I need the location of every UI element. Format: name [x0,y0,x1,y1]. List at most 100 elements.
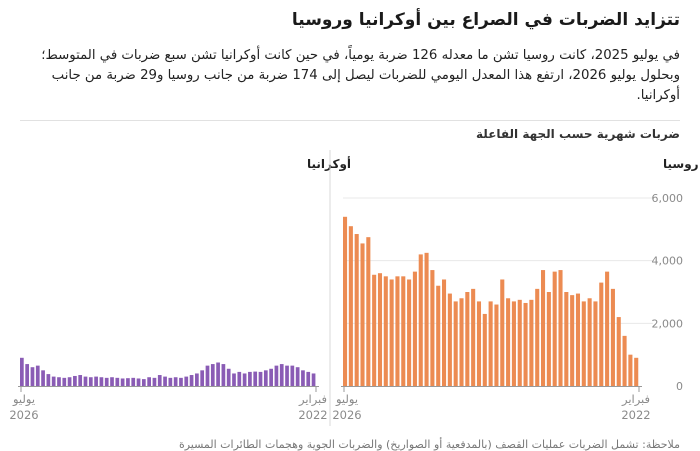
bar-russia [488,301,493,386]
bar-ukraine [221,364,226,386]
bar-russia [366,237,371,386]
bar-russia [558,270,563,386]
bar-russia [383,276,388,386]
bar-ukraine [147,377,151,386]
bar-ukraine [195,373,199,386]
bar-russia [575,293,581,386]
bar-russia [424,252,429,386]
x-start-year: 2026 [332,408,361,422]
bar-russia [465,292,470,386]
bar-ukraine [126,378,130,386]
bar-ukraine [20,357,24,386]
bar-russia [377,273,383,386]
bar-russia [407,279,412,386]
bar-ukraine [173,377,178,386]
bar-ukraine [263,370,268,386]
bar-russia [354,234,359,386]
bar-russia [529,299,534,386]
bar-ukraine [152,377,157,386]
bar-russia [395,276,400,386]
bar-ukraine [184,376,189,386]
bar-russia [471,288,476,386]
bar-ukraine [269,368,273,386]
bar-ukraine [285,365,289,386]
bar-russia [581,301,586,386]
bar-ukraine [136,378,141,386]
bar-ukraine [163,376,167,386]
bar-russia [535,288,540,386]
bar-russia [459,298,464,386]
bar-russia [500,279,505,386]
bar-ukraine [67,377,72,386]
footnote: ملاحظة: تشمل الضربات عمليات القصف (بالمد… [178,438,680,451]
bar-ukraine [78,375,83,386]
bar-russia [476,301,482,386]
chart-description: في يوليو 2025، كانت روسيا تشن ما معدله 1… [41,48,680,103]
bar-ukraine [237,371,242,386]
bar-russia [634,357,639,386]
panel-title-ukraine: أوكرانيا [307,156,351,172]
bar-ukraine [110,377,114,386]
section-label: ضربات شهرية حسب الجهة الفاعلة [476,127,680,141]
bar-russia [587,298,592,386]
bar-ukraine [35,365,40,386]
bar-ukraine [216,362,220,386]
bar-russia [541,270,546,386]
x-start-year: 2026 [9,408,38,422]
bar-ukraine [306,371,311,386]
bar-russia [546,292,551,386]
x-end-year: 2022 [298,408,327,422]
bar-ukraine [226,368,231,386]
bar-russia [610,288,615,386]
x-start-label: يوليو [335,392,358,407]
bar-ukraine [25,364,30,386]
panel-title-russia: روسيا [663,157,699,172]
bar-ukraine [295,367,300,386]
bar-ukraine [94,376,98,386]
divider [20,120,680,121]
x-end-label: فبراير [298,392,327,407]
y-tick-label: 0 [676,380,683,393]
bar-ukraine [290,365,295,386]
bar-ukraine [104,377,109,386]
bar-ukraine [200,370,205,386]
bar-russia [506,298,511,386]
bar-ukraine [205,365,210,386]
bar-russia [412,271,417,386]
bar-ukraine [168,377,173,386]
x-start-label: يوليو [12,392,35,407]
bar-ukraine [30,367,35,386]
bar-ukraine [88,377,93,386]
bar-russia [430,270,435,386]
bar-ukraine [51,376,56,386]
bar-russia [401,276,406,386]
bar-russia [482,313,487,386]
y-tick-label: 6,000 [652,192,684,205]
bar-russia [564,292,569,386]
bar-russia [453,301,458,386]
bar-ukraine [242,373,247,386]
bar-ukraine [57,377,61,386]
bar-russia [418,254,423,386]
chart-title: تتزايد الضربات في الصراع بين أوكرانيا ور… [291,10,680,30]
bar-russia [343,216,348,386]
bar-ukraine [62,377,67,386]
bar-ukraine [189,375,194,386]
bar-ukraine [157,375,162,386]
x-end-year: 2022 [621,408,650,422]
bar-russia [570,295,575,386]
bar-russia [348,226,353,386]
bar-russia [523,302,528,386]
y-tick-label: 2,000 [652,317,684,330]
bar-ukraine [99,377,104,386]
bar-ukraine [46,374,51,386]
charts-svg: روسيا02,0004,0006,000يوليو2026فبراير2022… [9,150,699,426]
bar-ukraine [248,371,252,386]
bar-russia [511,301,516,386]
bar-ukraine [41,370,45,386]
bar-russia [360,243,365,386]
bar-russia [517,299,522,386]
bar-ukraine [210,364,215,386]
bar-ukraine [73,375,77,386]
bar-russia [605,271,610,386]
